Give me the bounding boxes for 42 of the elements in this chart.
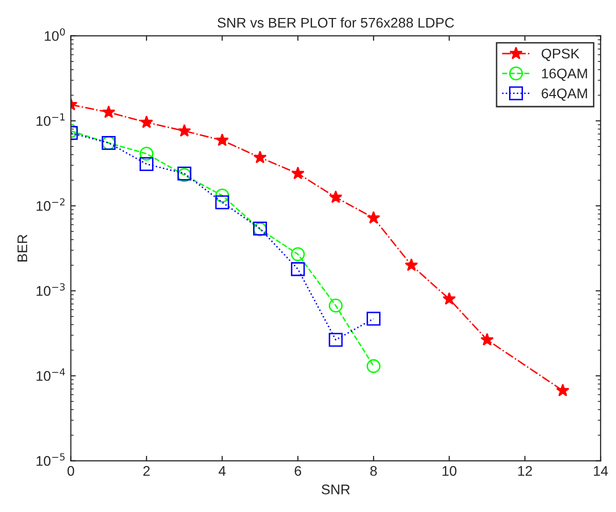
point <box>216 133 229 146</box>
point <box>102 105 116 118</box>
x-tick-label: 0 <box>68 466 74 476</box>
point <box>366 211 380 224</box>
point <box>253 150 267 164</box>
point <box>291 166 305 180</box>
point <box>215 188 230 203</box>
point <box>328 298 343 313</box>
y-tick-label: 10$^{−1}$ <box>36 113 65 126</box>
x-tick-label: 6 <box>294 466 302 476</box>
y-tick-label: 10$^{−5}$ <box>36 453 65 466</box>
y-tick-label: 10$^{−3}$ <box>36 283 65 296</box>
legend-label: 16QAM <box>542 68 587 81</box>
point <box>480 332 494 346</box>
y-tick-label: 10$^{0}$ <box>44 28 65 41</box>
point <box>178 124 191 137</box>
x-tick-label: 12 <box>518 466 532 476</box>
x-tick-label: 14 <box>594 466 608 476</box>
y-tick-label: 10$^{−2}$ <box>36 198 64 211</box>
legend-label: QPSK <box>542 48 580 62</box>
point <box>404 258 418 271</box>
point <box>290 262 305 276</box>
x-tick-label: 10 <box>442 466 456 476</box>
point <box>140 146 154 161</box>
point <box>329 190 342 204</box>
legend-label: 64QAM <box>542 88 587 101</box>
point <box>366 359 381 374</box>
point <box>556 384 570 396</box>
chart-title: SNR vs BER PLOT for 576x288 LDPC <box>218 17 454 28</box>
point <box>328 332 343 347</box>
point <box>366 312 381 326</box>
y-axis-title: BER <box>18 234 28 262</box>
x-tick-label: 2 <box>143 466 150 476</box>
point <box>215 195 230 210</box>
y-tick-label: 10$^{−4}$ <box>36 368 65 381</box>
point <box>140 157 154 172</box>
x-axis-title: SNR <box>322 484 350 494</box>
point <box>140 115 154 128</box>
x-tick-label: 8 <box>370 466 377 476</box>
point <box>290 247 305 262</box>
point <box>442 292 456 305</box>
x-tick-label: 4 <box>218 466 226 476</box>
